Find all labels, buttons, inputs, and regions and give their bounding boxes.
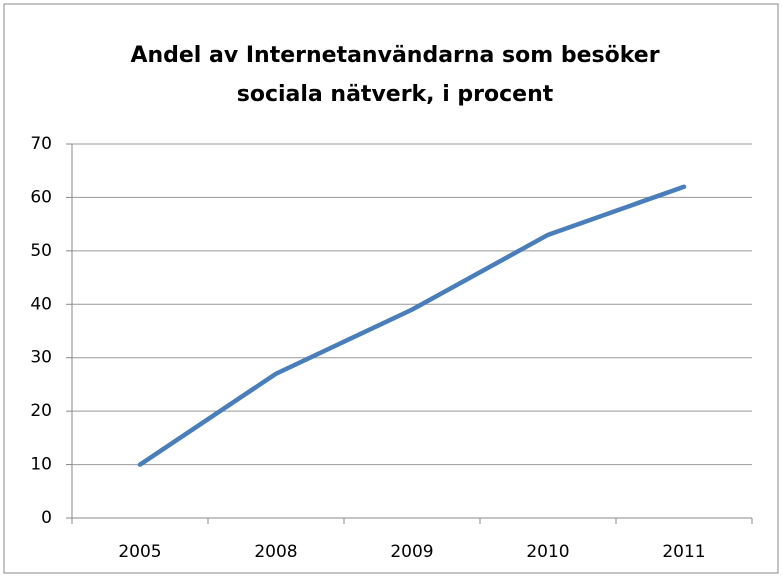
- y-tick-label: 0: [41, 508, 52, 528]
- y-tick-label: 40: [30, 294, 52, 314]
- y-tick-label: 20: [30, 401, 52, 421]
- y-tick-label: 60: [30, 187, 52, 207]
- x-tick-label: 2008: [254, 542, 297, 562]
- x-tick-label: 2009: [390, 542, 433, 562]
- chart-title: Andel av Internetanvändarna som besöker: [130, 43, 659, 68]
- y-tick-label: 70: [30, 134, 52, 154]
- y-tick-label: 50: [30, 241, 52, 261]
- chart-title: sociala nätverk, i procent: [237, 82, 554, 107]
- x-tick-label: 2010: [526, 542, 569, 562]
- x-tick-label: 2011: [662, 542, 705, 562]
- y-tick-label: 10: [30, 455, 52, 475]
- chart-border: [3, 3, 779, 574]
- x-tick-label: 2005: [118, 542, 161, 562]
- y-tick-label: 30: [30, 348, 52, 368]
- line-series: [137, 184, 687, 467]
